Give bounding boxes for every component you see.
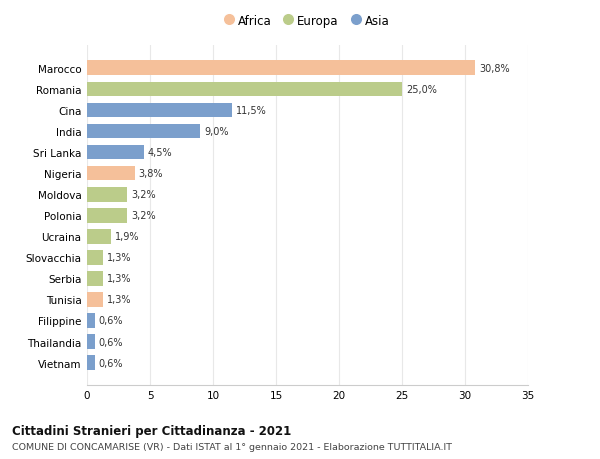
Bar <box>87 313 95 328</box>
Text: 1,9%: 1,9% <box>115 232 139 242</box>
Text: 0,6%: 0,6% <box>98 316 123 326</box>
Text: 4,5%: 4,5% <box>148 148 172 158</box>
Text: 0,6%: 0,6% <box>98 337 123 347</box>
Text: 3,2%: 3,2% <box>131 211 156 221</box>
Legend: Africa, Europa, Asia: Africa, Europa, Asia <box>222 11 393 31</box>
Bar <box>87 208 127 223</box>
Bar <box>87 271 103 286</box>
Bar <box>87 355 95 370</box>
Bar <box>87 187 127 202</box>
Bar <box>87 251 103 265</box>
Bar <box>87 62 475 76</box>
Bar <box>87 230 111 244</box>
Bar <box>87 124 200 139</box>
Text: 0,6%: 0,6% <box>98 358 123 368</box>
Text: COMUNE DI CONCAMARISE (VR) - Dati ISTAT al 1° gennaio 2021 - Elaborazione TUTTIT: COMUNE DI CONCAMARISE (VR) - Dati ISTAT … <box>12 442 452 451</box>
Text: 30,8%: 30,8% <box>479 64 509 74</box>
Text: Cittadini Stranieri per Cittadinanza - 2021: Cittadini Stranieri per Cittadinanza - 2… <box>12 424 291 437</box>
Text: 25,0%: 25,0% <box>406 85 437 95</box>
Text: 9,0%: 9,0% <box>204 127 229 137</box>
Bar <box>87 82 402 97</box>
Bar <box>87 146 144 160</box>
Bar <box>87 103 232 118</box>
Text: 11,5%: 11,5% <box>236 106 266 116</box>
Text: 3,8%: 3,8% <box>139 169 163 179</box>
Text: 1,3%: 1,3% <box>107 274 131 284</box>
Bar <box>87 292 103 307</box>
Bar <box>87 166 135 181</box>
Text: 1,3%: 1,3% <box>107 295 131 305</box>
Bar <box>87 335 95 349</box>
Text: 1,3%: 1,3% <box>107 253 131 263</box>
Text: 3,2%: 3,2% <box>131 190 156 200</box>
